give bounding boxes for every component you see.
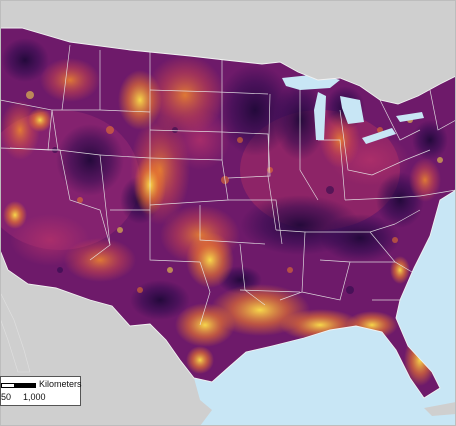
lake-huron	[340, 96, 364, 124]
cuba-land	[424, 402, 456, 416]
lake-michigan	[314, 92, 326, 140]
lake-erie	[362, 128, 396, 144]
scale-bar-white-segment	[1, 383, 15, 388]
scale-bar-black-segment	[14, 383, 36, 388]
lake-ontario	[396, 112, 424, 122]
scale-bar: Kilometers 50 1,000	[0, 376, 82, 406]
state-borders	[0, 44, 456, 326]
canada-land	[0, 0, 456, 104]
us-outline	[0, 27, 456, 399]
baja-peninsula	[0, 291, 31, 373]
scale-unit-label: Kilometers	[39, 379, 82, 389]
scale-tick-mid: 50	[1, 392, 12, 402]
scale-tick-end: 1,000	[23, 392, 46, 402]
